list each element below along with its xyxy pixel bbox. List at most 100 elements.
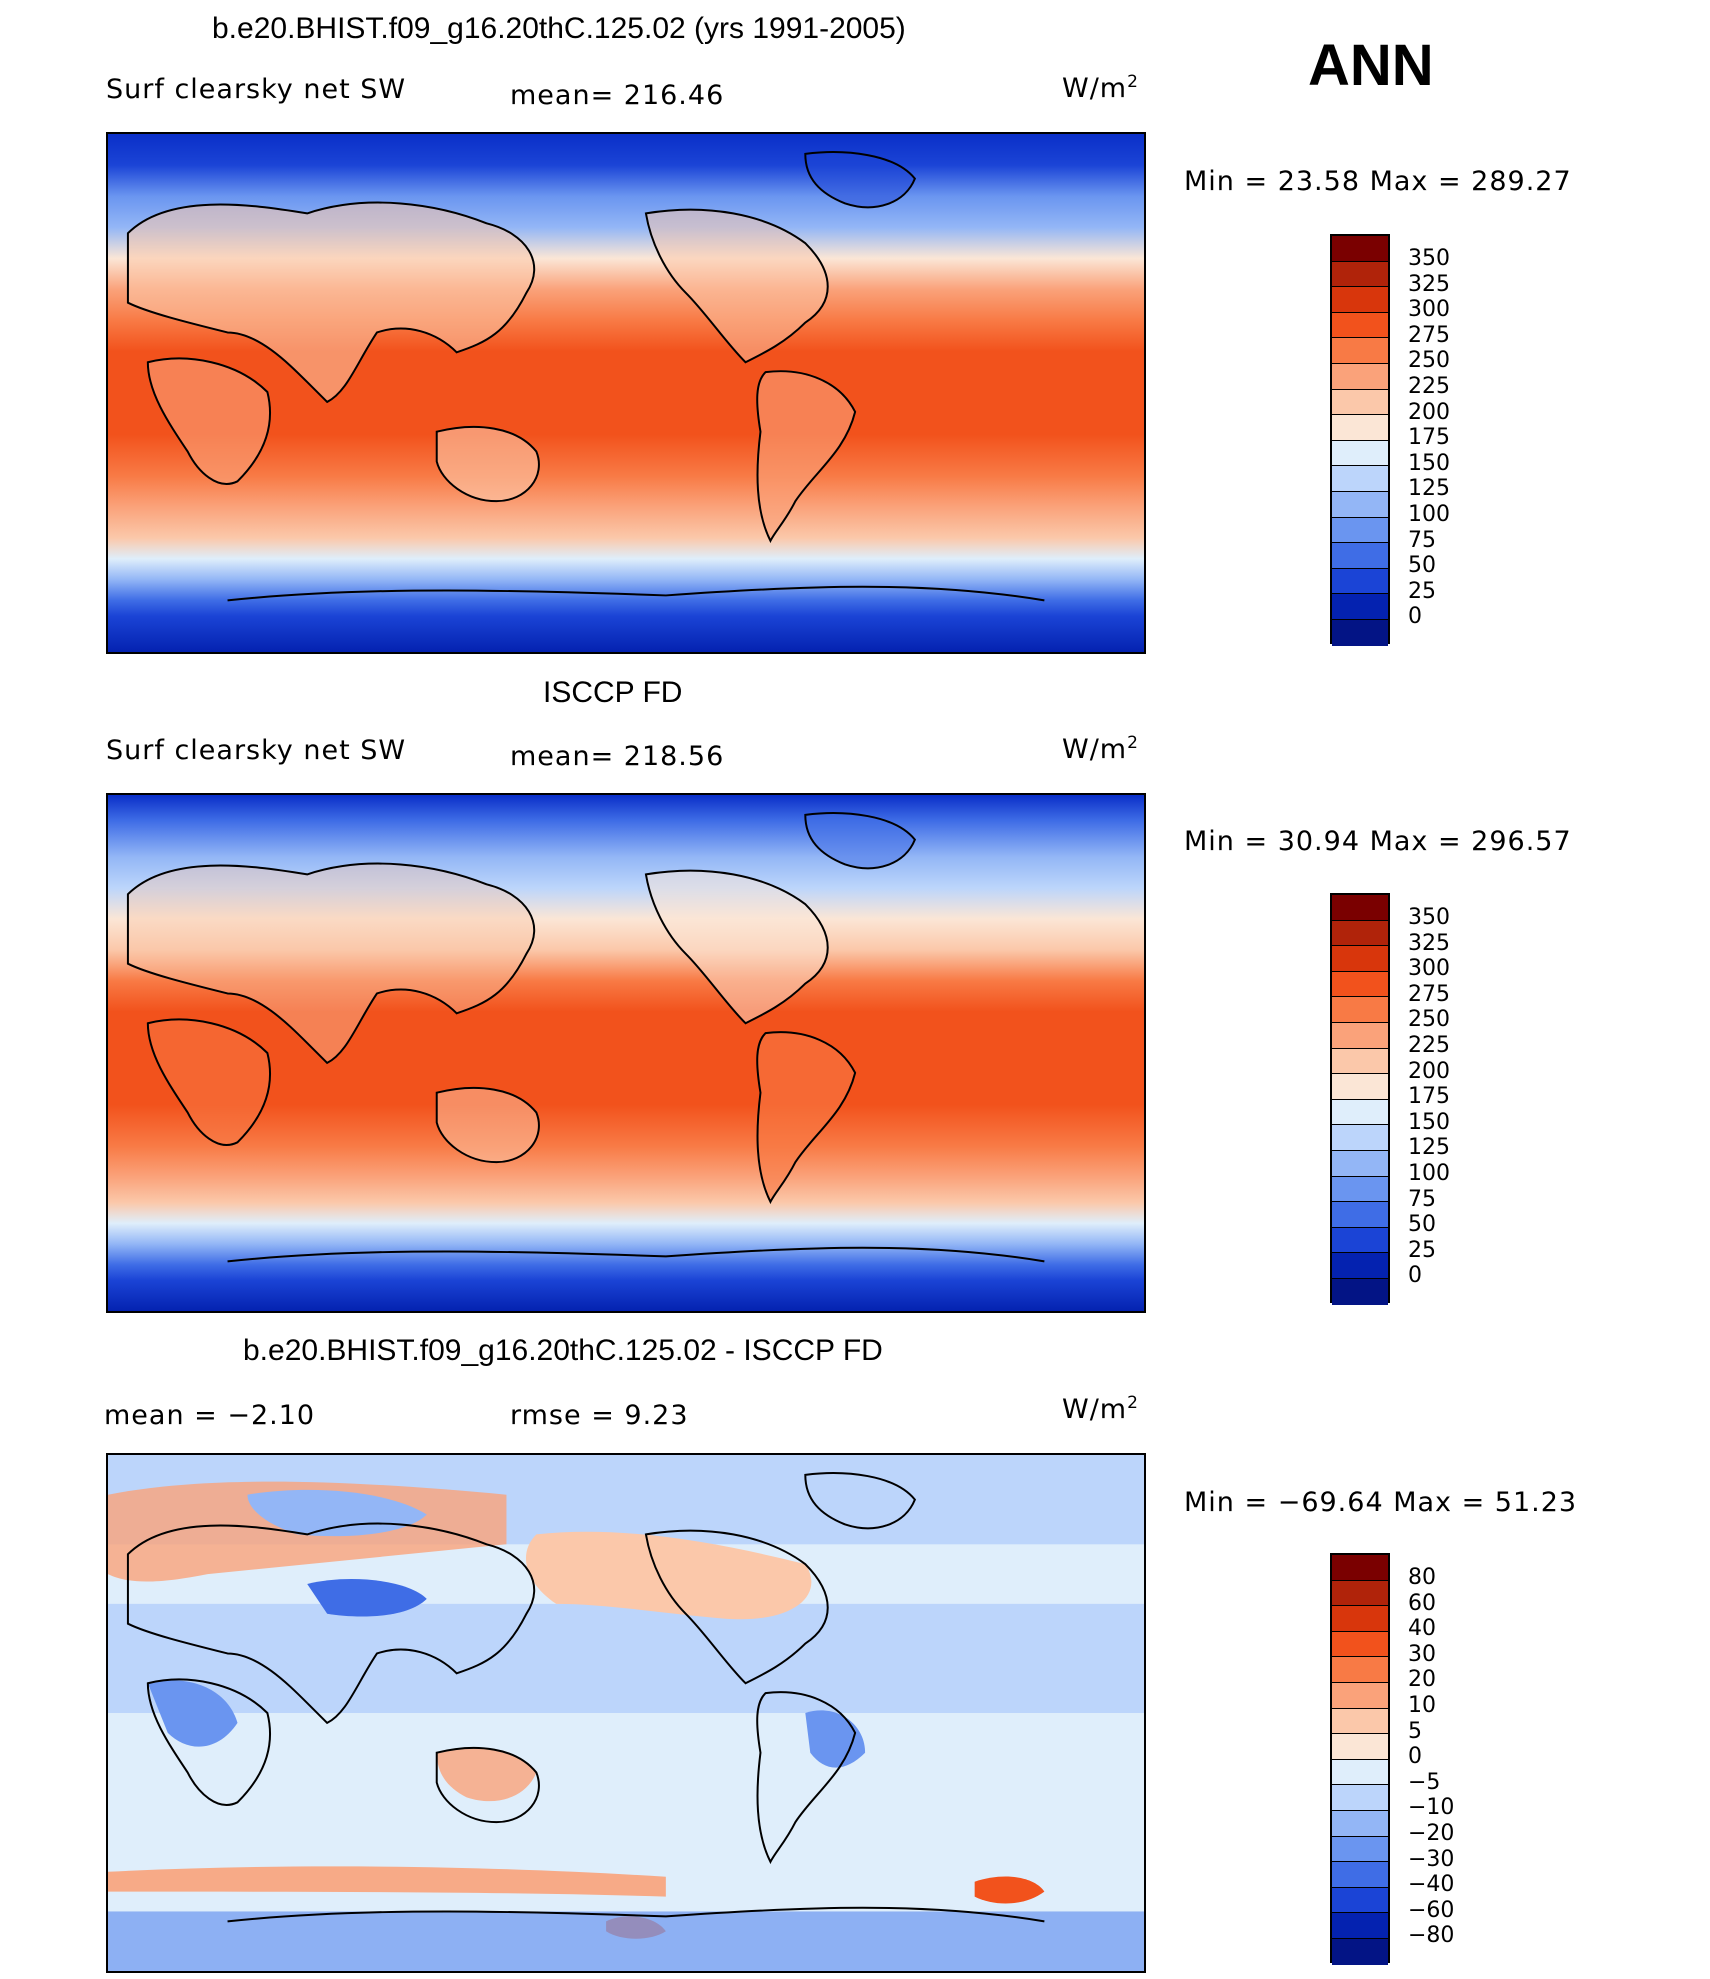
panel1-map-field bbox=[108, 134, 1144, 652]
panel2-colorbar-swatch bbox=[1332, 1253, 1388, 1279]
panel2-colorbar-swatch bbox=[1332, 1278, 1388, 1305]
panel1-colorbar-tick: 0 bbox=[1408, 604, 1422, 629]
panel3-colorbar-tick: −30 bbox=[1408, 1847, 1455, 1872]
panel3-colorbar-swatch bbox=[1332, 1606, 1388, 1632]
panel2-colorbar-tick: 250 bbox=[1408, 1007, 1450, 1032]
panel2-colorbar-swatch bbox=[1332, 946, 1388, 972]
panel2-colorbar-tick: 350 bbox=[1408, 905, 1450, 930]
panel1-title: b.e20.BHIST.f09_g16.20thC.125.02 (yrs 19… bbox=[212, 12, 906, 45]
panel2-colorbar-swatch bbox=[1332, 997, 1388, 1023]
panel2-colorbar-tick: 100 bbox=[1408, 1161, 1450, 1186]
panel3-colorbar-tick: −20 bbox=[1408, 1821, 1455, 1846]
panel1-colorbar-tick: 25 bbox=[1408, 579, 1436, 604]
panel2-map bbox=[106, 793, 1146, 1313]
panel3-map bbox=[106, 1453, 1146, 1973]
panel1-colorbar-swatch bbox=[1332, 543, 1388, 569]
panel2-colorbar-tick: 200 bbox=[1408, 1059, 1450, 1084]
panel3-colorbar-swatch bbox=[1332, 1708, 1388, 1735]
panel1-colorbar-swatch bbox=[1332, 517, 1388, 544]
panel3-colorbar-swatch bbox=[1332, 1759, 1388, 1786]
panel3-colorbar bbox=[1330, 1553, 1390, 1965]
panel1-colorbar-swatch bbox=[1332, 491, 1388, 518]
panel2-colorbar-swatch bbox=[1332, 1099, 1388, 1126]
panel1-minmax: Min = 23.58 Max = 289.27 bbox=[1184, 166, 1572, 197]
panel3-title: b.e20.BHIST.f09_g16.20thC.125.02 - ISCCP… bbox=[243, 1334, 883, 1367]
panel3-colorbar-swatch bbox=[1332, 1913, 1388, 1939]
panel3-units: W/m2 bbox=[1062, 1393, 1139, 1425]
panel2-colorbar-tick: 25 bbox=[1408, 1238, 1436, 1263]
panel3-colorbar-swatch bbox=[1332, 1836, 1388, 1863]
panel1-colorbar-swatch bbox=[1332, 261, 1388, 288]
panel1-colorbar-tick: 75 bbox=[1408, 528, 1436, 553]
panel3-colorbar-swatch bbox=[1332, 1938, 1388, 1965]
panel1-colorbar-swatch bbox=[1332, 287, 1388, 313]
panel2-colorbar-tick: 125 bbox=[1408, 1135, 1450, 1160]
panel3-colorbar-swatch bbox=[1332, 1580, 1388, 1607]
panel3-colorbar-tick: −5 bbox=[1408, 1770, 1441, 1795]
panel3-colorbar-tick: −40 bbox=[1408, 1872, 1455, 1897]
panel2-map-field bbox=[108, 795, 1144, 1311]
panel1-colorbar-tick: 350 bbox=[1408, 246, 1450, 271]
panel2-units: W/m2 bbox=[1062, 733, 1139, 765]
panel1-variable-label: Surf clearsky net SW bbox=[106, 74, 407, 105]
panel2-colorbar-swatch bbox=[1332, 1150, 1388, 1177]
panel1-colorbar-swatch bbox=[1332, 466, 1388, 492]
panel2-colorbar-swatch bbox=[1332, 895, 1388, 921]
panel1-continents bbox=[126, 151, 1045, 602]
panel1-colorbar-tick: 125 bbox=[1408, 476, 1450, 501]
panel2-colorbar-tick: 0 bbox=[1408, 1263, 1422, 1288]
panel3-mean-label: mean = −2.10 bbox=[104, 1400, 316, 1431]
panel2-variable-label: Surf clearsky net SW bbox=[106, 735, 407, 766]
panel3-colorbar-swatch bbox=[1332, 1785, 1388, 1811]
panel1-colorbar-swatch bbox=[1332, 389, 1388, 416]
panel3-colorbar-tick: 20 bbox=[1408, 1667, 1436, 1692]
panel1-colorbar-tick: 225 bbox=[1408, 374, 1450, 399]
panel2-continents bbox=[126, 812, 1045, 1263]
panel2-colorbar-tick: 325 bbox=[1408, 931, 1450, 956]
panel2-colorbar-tick: 75 bbox=[1408, 1187, 1436, 1212]
panel2-title: ISCCP FD bbox=[543, 676, 683, 709]
panel1-colorbar-tick: 100 bbox=[1408, 502, 1450, 527]
panel2-colorbar-tick: 50 bbox=[1408, 1212, 1436, 1237]
panel2-colorbar-swatch bbox=[1332, 1048, 1388, 1075]
panel3-continents bbox=[126, 1472, 1045, 1923]
panel3-colorbar-tick: −10 bbox=[1408, 1795, 1455, 1820]
panel1-colorbar-swatch bbox=[1332, 594, 1388, 620]
panel3-colorbar-swatch bbox=[1332, 1862, 1388, 1888]
panel3-map-field bbox=[108, 1455, 1144, 1971]
panel3-rmse-label: rmse = 9.23 bbox=[510, 1400, 689, 1431]
panel1-colorbar-tick: 275 bbox=[1408, 323, 1450, 348]
panel1-colorbar-swatch bbox=[1332, 236, 1388, 262]
panel1-colorbar-tick: 200 bbox=[1408, 400, 1450, 425]
panel1-colorbar bbox=[1330, 234, 1390, 646]
panel3-colorbar-tick: −60 bbox=[1408, 1898, 1455, 1923]
panel3-colorbar-tick: 60 bbox=[1408, 1591, 1436, 1616]
panel1-colorbar-tick: 175 bbox=[1408, 425, 1450, 450]
panel3-colorbar-swatch bbox=[1332, 1734, 1388, 1760]
panel2-colorbar-tick: 225 bbox=[1408, 1033, 1450, 1058]
panel1-map bbox=[106, 132, 1146, 654]
panel1-colorbar-swatch bbox=[1332, 338, 1388, 364]
panel1-colorbar-tick: 150 bbox=[1408, 451, 1450, 476]
panel3-colorbar-swatch bbox=[1332, 1657, 1388, 1683]
panel1-mean-label: mean= 216.46 bbox=[510, 80, 725, 111]
panel1-colorbar-swatch bbox=[1332, 568, 1388, 595]
panel2-colorbar-swatch bbox=[1332, 1202, 1388, 1228]
panel1-colorbar-swatch bbox=[1332, 312, 1388, 339]
panel2-colorbar-swatch bbox=[1332, 1176, 1388, 1203]
panel1-colorbar-tick: 300 bbox=[1408, 297, 1450, 322]
panel3-colorbar-swatch bbox=[1332, 1631, 1388, 1658]
panel3-colorbar-swatch bbox=[1332, 1887, 1388, 1914]
panel3-colorbar-tick: 10 bbox=[1408, 1693, 1436, 1718]
panel3-colorbar-tick: 0 bbox=[1408, 1744, 1422, 1769]
panel3-colorbar-tick: −80 bbox=[1408, 1923, 1455, 1948]
panel2-colorbar-swatch bbox=[1332, 1074, 1388, 1100]
panel3-colorbar-tick: 30 bbox=[1408, 1642, 1436, 1667]
panel3-colorbar-tick: 40 bbox=[1408, 1616, 1436, 1641]
panel3-colorbar-tick: 5 bbox=[1408, 1719, 1422, 1744]
panel1-colorbar-swatch bbox=[1332, 415, 1388, 441]
panel2-colorbar-swatch bbox=[1332, 1227, 1388, 1254]
panel2-colorbar-tick: 150 bbox=[1408, 1110, 1450, 1135]
panel1-colorbar-swatch bbox=[1332, 363, 1388, 390]
panel1-colorbar-tick: 250 bbox=[1408, 348, 1450, 373]
